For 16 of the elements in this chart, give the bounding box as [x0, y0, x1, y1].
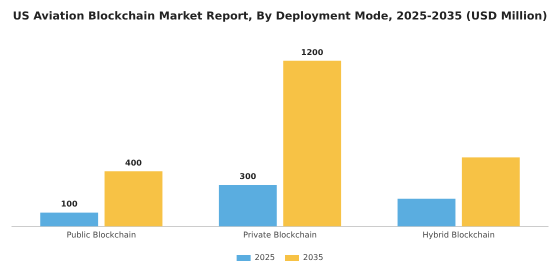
bar	[104, 171, 162, 226]
data-label: 400	[125, 158, 142, 168]
bar	[398, 198, 456, 226]
x-tick-label: Hybrid Blockchain	[422, 230, 495, 240]
bar	[218, 185, 277, 226]
data-label: 100	[60, 200, 78, 209]
bar	[462, 157, 520, 226]
data-label: 1200	[301, 48, 324, 57]
legend-label: 2035	[303, 253, 324, 262]
legend-label: 2025	[254, 253, 275, 262]
x-tick-label: Public Blockchain	[66, 230, 136, 240]
data-label: 300	[239, 172, 257, 182]
bar	[283, 60, 342, 226]
chart-title: US Aviation Blockchain Market Report, By Deployment Mode, 2025-2035 (USD Million)	[12, 9, 548, 22]
bar	[40, 212, 98, 226]
x-tick-label: Private Blockchain	[243, 230, 317, 240]
